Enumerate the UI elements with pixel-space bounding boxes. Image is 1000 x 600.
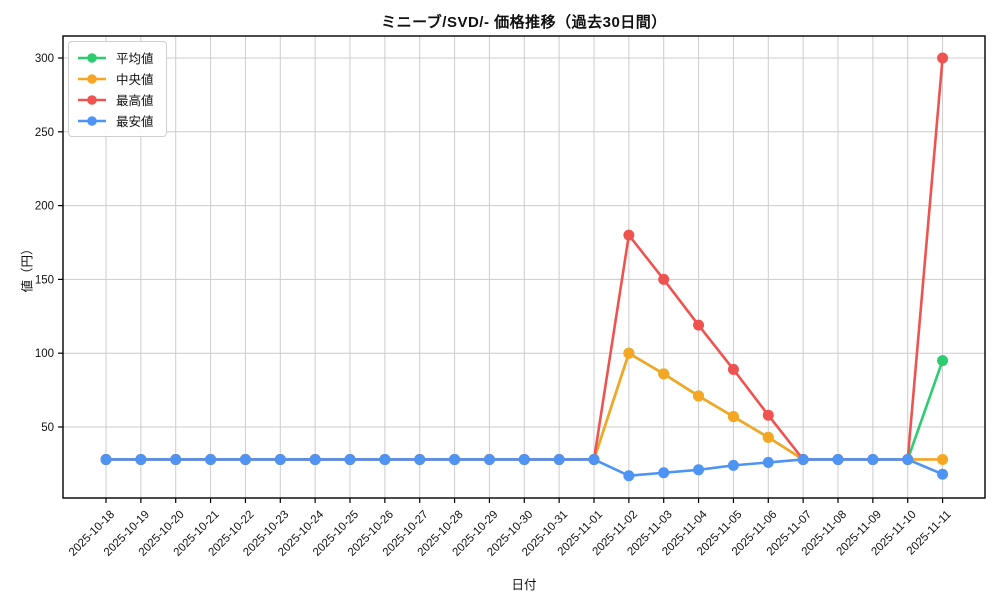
series-marker-min <box>588 453 600 465</box>
legend-label: 最安値 <box>116 115 154 129</box>
series-marker-min <box>937 468 949 480</box>
series-marker-max <box>658 273 670 285</box>
series-marker-min <box>658 467 670 479</box>
series-marker-min <box>344 453 356 465</box>
legend-marker-max <box>78 94 106 105</box>
series-marker-min <box>867 453 879 465</box>
series-marker-min <box>832 453 844 465</box>
series-marker-min <box>205 453 217 465</box>
series-marker-median <box>658 368 670 380</box>
series-marker-min <box>797 453 809 465</box>
chart-title: ミニーブ/SVD/- 価格推移（過去30日間） <box>381 14 667 31</box>
series-marker-max <box>937 52 949 64</box>
legend-item-min: 最安値 <box>77 110 154 131</box>
series-marker-min <box>309 453 321 465</box>
series-marker-median <box>623 347 635 359</box>
series-marker-min <box>274 453 286 465</box>
series-marker-min <box>449 453 461 465</box>
legend-label: 中央値 <box>116 73 154 87</box>
series-marker-min <box>902 453 914 465</box>
series-marker-min <box>553 453 565 465</box>
y-tick-label: 300 <box>35 53 54 65</box>
series-marker-min <box>239 453 251 465</box>
series-marker-avg <box>937 355 949 367</box>
legend-item-max: 最高値 <box>77 89 154 110</box>
series-marker-min <box>762 456 774 468</box>
series-marker-max <box>762 409 774 421</box>
series-marker-min <box>623 470 635 482</box>
series-marker-min <box>727 459 739 471</box>
series-marker-min <box>379 453 391 465</box>
series-marker-max <box>727 363 739 375</box>
series-marker-median <box>937 453 949 465</box>
y-tick-label: 150 <box>35 274 54 286</box>
y-tick-label: 250 <box>35 127 54 139</box>
legend-marker-median <box>78 73 106 84</box>
y-axis-label: 値（円） <box>20 242 35 293</box>
legend-label: 平均値 <box>116 52 154 66</box>
legend-label: 最高値 <box>116 94 154 108</box>
series-marker-median <box>762 431 774 443</box>
y-tick-label: 200 <box>35 201 54 213</box>
series-marker-min <box>693 464 705 476</box>
series-marker-max <box>693 319 705 331</box>
series-marker-min <box>414 453 426 465</box>
series-marker-median <box>693 390 705 402</box>
legend-item-avg: 平均値 <box>77 47 154 68</box>
y-tick-label: 100 <box>35 348 54 360</box>
x-axis-label: 日付 <box>511 578 537 592</box>
series-marker-median <box>727 411 739 423</box>
legend: 平均値中央値最高値最安値 <box>68 41 167 137</box>
legend-marker-avg <box>78 52 106 63</box>
series-marker-min <box>518 453 530 465</box>
series-marker-min <box>483 453 495 465</box>
series-marker-max <box>623 229 635 241</box>
series-marker-min <box>135 453 147 465</box>
series-marker-min <box>170 453 182 465</box>
y-tick-label: 50 <box>41 422 54 434</box>
legend-marker-min <box>78 115 106 126</box>
series-marker-min <box>100 453 112 465</box>
legend-item-median: 中央値 <box>77 68 154 89</box>
